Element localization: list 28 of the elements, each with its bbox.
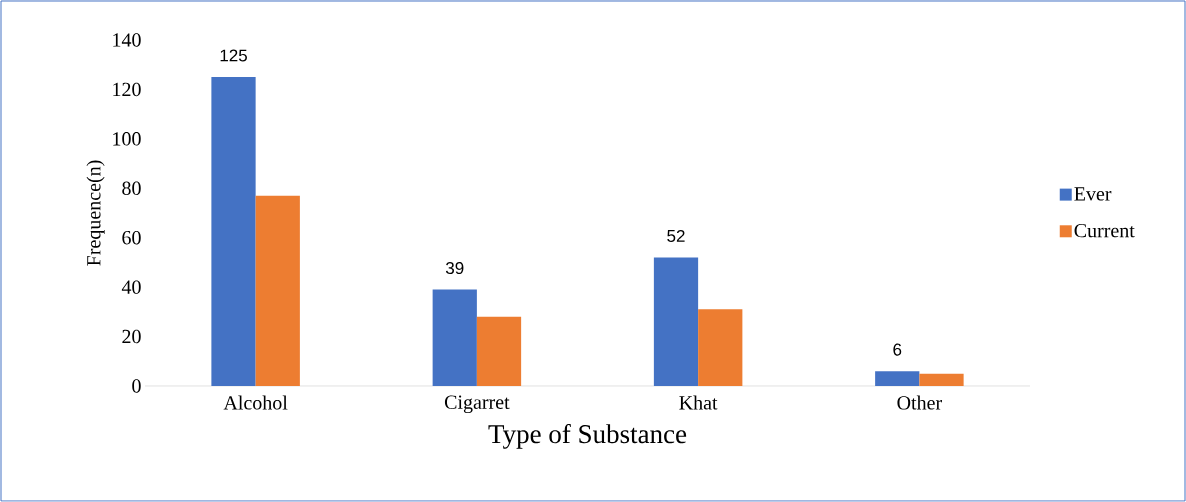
bar — [432, 289, 477, 386]
bar — [476, 316, 522, 386]
y-tick-label: 60 — [122, 230, 141, 245]
bar — [653, 257, 699, 386]
bar — [211, 77, 256, 386]
y-axis-title: Frequence(n) — [86, 160, 105, 266]
y-tick-label: 120 — [113, 82, 141, 97]
y-tick-label: 80 — [122, 181, 141, 196]
x-tick-label: Khat — [679, 395, 718, 410]
y-tick-label: 20 — [122, 329, 141, 344]
y-tick-label: 0 — [132, 379, 141, 393]
y-tick-label: 100 — [113, 132, 141, 146]
bar — [875, 371, 920, 386]
x-tick-label: Other — [897, 395, 942, 410]
data-label: 125 — [220, 49, 247, 62]
data-label: 52 — [667, 229, 685, 242]
legend-label: Ever — [1074, 187, 1112, 201]
x-tick-label: Cigarret — [444, 395, 510, 414]
y-tick-label: 140 — [113, 33, 141, 47]
y-tick-label: 40 — [121, 280, 141, 294]
bar — [698, 309, 743, 386]
legend-label: Current — [1074, 223, 1135, 238]
data-label: 39 — [445, 262, 464, 275]
data-label: 6 — [893, 343, 902, 356]
x-tick-label: Alcohol — [223, 395, 288, 410]
bar — [255, 195, 300, 386]
bar — [919, 373, 964, 386]
x-axis-title: Type of Substance — [488, 423, 687, 449]
